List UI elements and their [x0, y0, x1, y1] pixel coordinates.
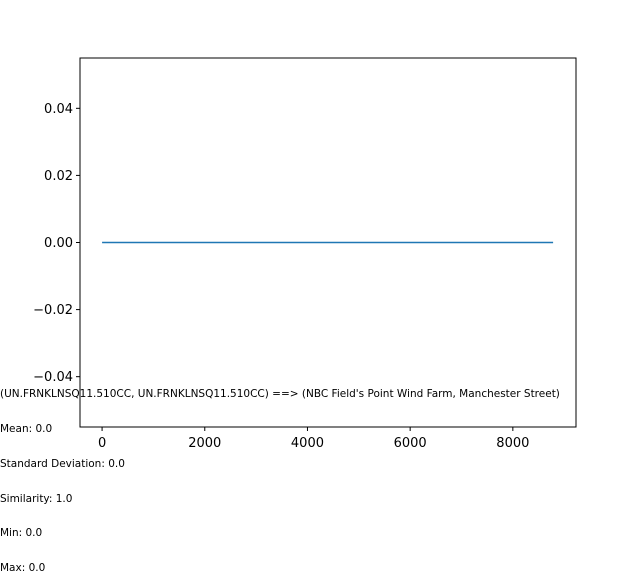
x-tick-label: 4000: [291, 436, 324, 451]
x-tick-label: 0: [98, 436, 106, 451]
annotation-line-similarity: Similarity: 1.0: [0, 492, 73, 505]
axes-frame: [79, 57, 577, 428]
annotation-line-pair: (UN.FRNKLNSQ11.510CC, UN.FRNKLNSQ11.510C…: [0, 388, 560, 401]
annotation-line-max: Max: 0.0: [0, 562, 46, 575]
y-tick-label: −0.02: [33, 303, 73, 318]
y-tick-label: 0.00: [44, 236, 73, 251]
x-tick-label: 6000: [394, 436, 427, 451]
annotation-line-min: Min: 0.0: [0, 527, 43, 540]
annotation-line-std: Standard Deviation: 0.0: [0, 457, 125, 470]
ticks-layer: 0 2000 4000 6000 8000 0.04 0.02 0.00 −0.02 −0.04: [33, 102, 529, 451]
x-tick-label: 8000: [496, 436, 529, 451]
annotation-line-mean: Mean: 0.0: [0, 422, 53, 435]
y-tick-label: 0.04: [44, 102, 73, 117]
x-tick-label: 2000: [188, 436, 221, 451]
annotation-text: (UN.FRNKLNSQ11.510CC, UN.FRNKLNSQ11.510C…: [0, 366, 560, 586]
y-tick-label: 0.02: [44, 169, 73, 184]
y-tick-label: −0.04: [33, 370, 73, 385]
figure: 0 2000 4000 6000 8000 0.04 0.02 0.00 −0.02 −0.04: [33, 57, 577, 451]
